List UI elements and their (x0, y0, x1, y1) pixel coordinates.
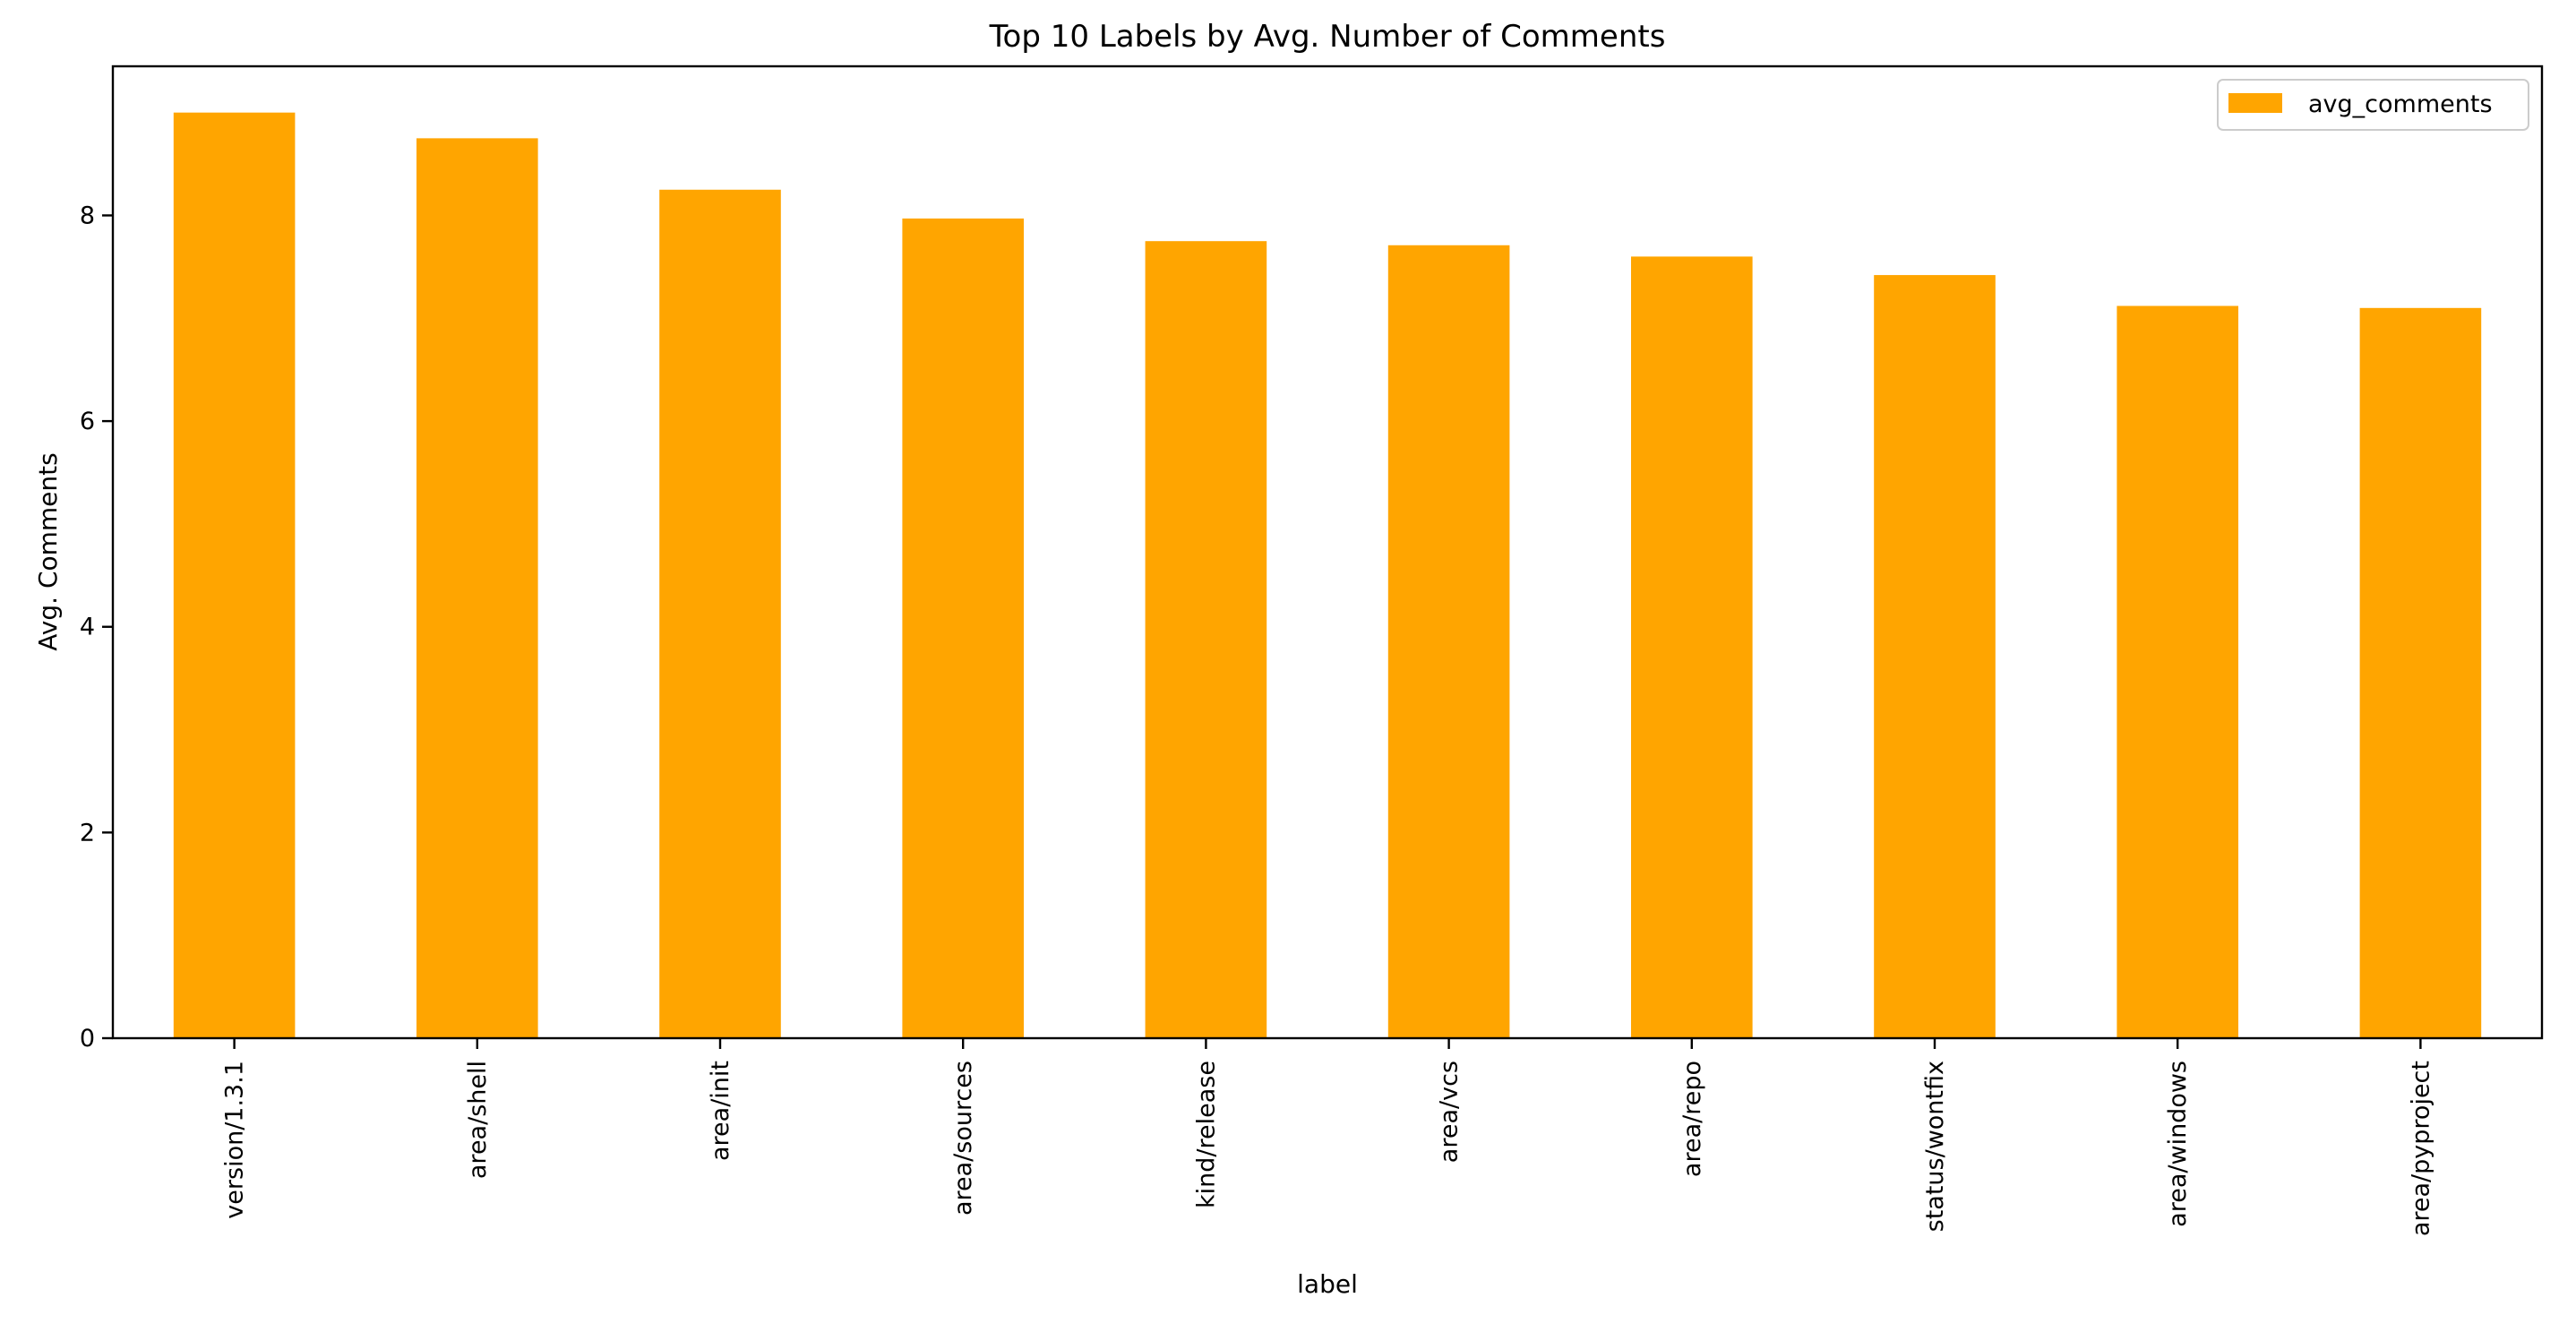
bar-area-vcs (1387, 245, 1510, 1038)
bars-layer (173, 112, 2482, 1038)
legend-swatch (2228, 93, 2282, 113)
x-tick-label: area/windows (2164, 1061, 2192, 1227)
x-tick-label: kind/release (1192, 1061, 1220, 1208)
x-tick-label: area/vcs (1436, 1061, 1464, 1163)
x-tick-label: area/shell (464, 1061, 492, 1179)
x-axis-title: label (1297, 1269, 1358, 1299)
x-tick-label: version/1.3.1 (221, 1061, 249, 1219)
x-tick-label: status/wontfix (1921, 1061, 1949, 1232)
y-tick-label: 0 (80, 1025, 95, 1053)
bar-area-shell (416, 138, 538, 1038)
y-tick-label: 6 (80, 408, 95, 435)
chart-title: Top 10 Labels by Avg. Number of Comments (989, 19, 1666, 55)
bar-status-wontfix (1874, 275, 1996, 1038)
bar-version-1-3-1 (173, 112, 296, 1038)
bar-area-pyproject (2359, 307, 2482, 1038)
legend-label: avg_comments (2308, 90, 2493, 118)
bar-kind-release (1145, 241, 1267, 1038)
legend: avg_comments (2217, 79, 2529, 131)
x-tick-label: area/init (707, 1061, 734, 1161)
x-tick-label: area/pyproject (2407, 1061, 2434, 1236)
x-axis: version/1.3.1 area/shell area/init area/sou… (221, 1038, 2434, 1236)
bar-area-init (659, 189, 781, 1038)
y-axis: 0 2 4 6 8 (80, 202, 113, 1053)
x-tick-label: area/sources (949, 1061, 977, 1216)
y-tick-label: 8 (80, 202, 95, 229)
x-tick-label: area/repo (1679, 1061, 1706, 1177)
legend-frame (2217, 79, 2529, 131)
y-tick-label: 2 (80, 819, 95, 846)
y-axis-title: Avg. Comments (33, 452, 63, 650)
plot-frame (111, 64, 2544, 1040)
bar-area-sources (902, 218, 1024, 1038)
bar-area-repo (1631, 256, 1753, 1038)
y-tick-label: 4 (80, 614, 95, 641)
bar-area-windows (2117, 305, 2238, 1038)
